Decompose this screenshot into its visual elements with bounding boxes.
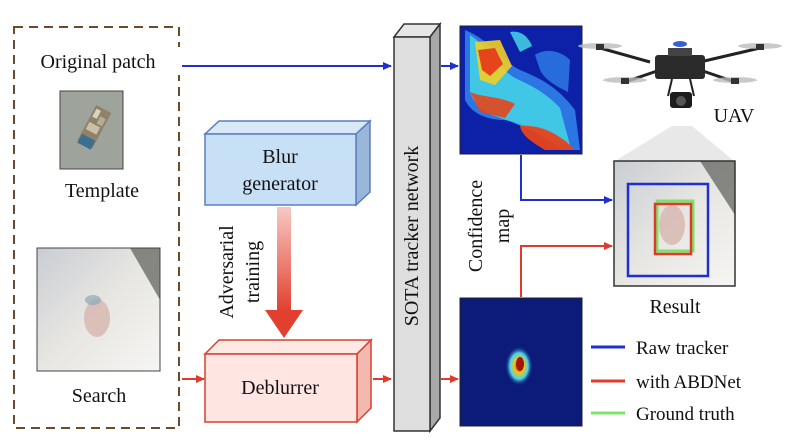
legend-abdnet-label: with ABDNet	[636, 372, 742, 393]
tracker-network-bar	[392, 21, 442, 434]
blur-generator-label-2: generator	[242, 173, 318, 195]
raw-map-to-result-arrow	[520, 155, 613, 204]
template-image	[59, 90, 124, 170]
template-label: Template	[65, 180, 139, 202]
input-panel	[13, 26, 180, 429]
legend-raw-tracker-label: Raw tracker	[636, 338, 729, 359]
result-label: Result	[649, 296, 701, 318]
ground-truth-bbox	[655, 199, 695, 253]
adversarial-label: Adversarial	[216, 225, 238, 319]
legend-ground-truth-label: Ground truth	[636, 404, 735, 425]
blur-generator-label-1: Blur	[262, 146, 298, 168]
adversarial-training-arrow	[265, 207, 303, 338]
blur-generator-box	[203, 119, 372, 207]
training-label: training	[242, 241, 264, 303]
abd-map-to-result-arrow	[520, 242, 613, 297]
search-label: Search	[72, 385, 126, 407]
deblurrer-label: Deblurrer	[241, 377, 319, 399]
raw-tracker-bbox	[626, 182, 710, 278]
search-image	[36, 247, 161, 372]
deblurrer-box	[203, 338, 373, 424]
tracker-network-label: SOTA tracker network	[401, 146, 423, 327]
original-patch-label: Original patch	[41, 51, 156, 73]
confidence-label: Confidence	[465, 180, 487, 272]
legend: Raw tracker with ABDNet Ground truth	[591, 338, 742, 425]
original-patch-label-bg	[20, 47, 180, 75]
abdnet-bbox	[653, 202, 693, 256]
camera-view-cone	[615, 126, 734, 161]
raw-confidence-map	[459, 25, 583, 155]
map-label: map	[492, 209, 514, 243]
result-image	[613, 160, 736, 287]
abd-confidence-map	[459, 297, 583, 427]
uav-drone-icon	[578, 41, 782, 108]
uav-label: UAV	[714, 105, 755, 127]
